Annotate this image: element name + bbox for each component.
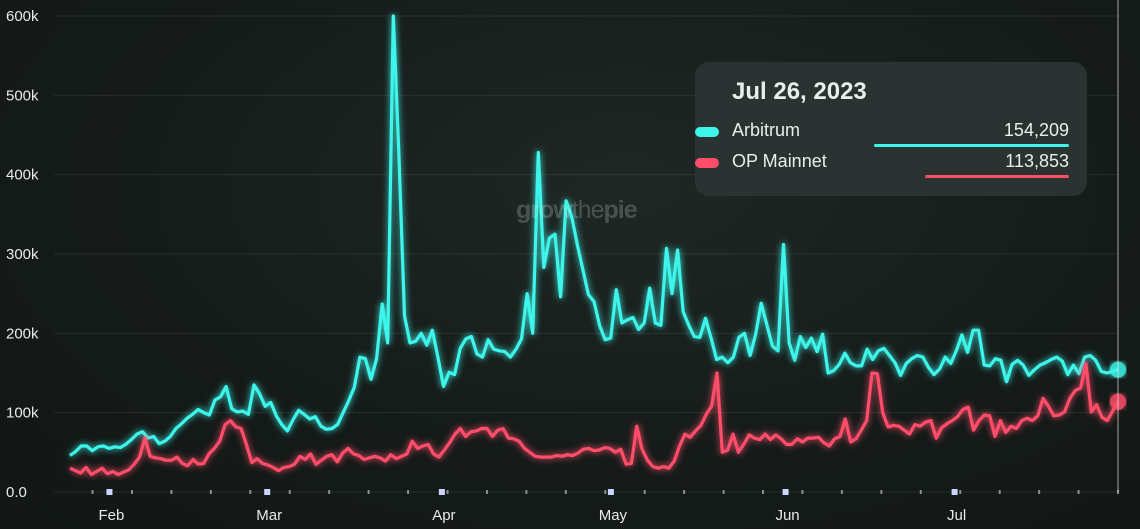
tooltip-series-value: 154,209: [1003, 120, 1069, 140]
series-lines: [69, 14, 1126, 477]
y-tick-label: 600k: [6, 8, 39, 25]
x-minor-tick: [170, 490, 173, 494]
x-minor-tick: [288, 490, 291, 494]
x-minor-tick: [1117, 490, 1119, 494]
x-major-tick: [264, 489, 271, 495]
x-minor-tick: [840, 490, 843, 494]
x-tick-label: Mar: [256, 507, 282, 524]
x-tick-label: Apr: [432, 507, 455, 524]
tooltip: Jul 26, 2023 Arbitrum 154,209 OP Mainnet…: [695, 62, 1087, 196]
tooltip-series-name: Arbitrum: [732, 120, 801, 140]
x-minor-tick: [722, 490, 725, 494]
tooltip-date: Jul 26, 2023: [732, 78, 867, 105]
x-minor-tick: [643, 490, 646, 494]
x-minor-tick: [762, 490, 765, 494]
x-minor-tick: [367, 490, 370, 494]
x-axis: Feb Mar Apr May Jun Jul: [91, 489, 1119, 524]
series-line: [69, 361, 1120, 477]
x-tick-label: Jul: [947, 507, 966, 524]
tooltip-series-value: 113,853: [1005, 151, 1069, 171]
x-minor-tick: [998, 490, 1001, 494]
x-minor-tick: [801, 490, 804, 494]
series-line: [69, 14, 1119, 457]
y-tick-label: 0.0: [6, 484, 27, 501]
legend-swatch: [695, 158, 719, 168]
x-minor-tick: [407, 490, 410, 494]
x-minor-tick: [446, 490, 449, 494]
x-minor-tick: [959, 490, 962, 494]
x-minor-tick: [328, 490, 331, 494]
x-minor-tick: [130, 490, 133, 494]
x-tick-label: Feb: [99, 507, 125, 524]
legend-swatch: [695, 127, 719, 137]
x-tick-label: May: [599, 507, 628, 524]
x-minor-tick: [604, 490, 607, 494]
tooltip-row-op-mainnet: OP Mainnet 113,853: [695, 149, 1087, 178]
tooltip-row-arbitrum: Arbitrum 154,209: [695, 118, 1087, 147]
tooltip-value-bar: [925, 175, 1069, 178]
tooltip-series-name: OP Mainnet: [732, 151, 827, 171]
x-minor-tick: [525, 490, 528, 494]
y-tick-label: 200k: [6, 325, 39, 342]
series-end-marker: [1110, 361, 1126, 378]
x-minor-tick: [485, 490, 488, 494]
x-minor-tick: [249, 490, 252, 494]
x-major-tick: [106, 489, 113, 495]
x-minor-tick: [880, 490, 883, 494]
x-minor-tick: [91, 490, 94, 494]
x-tick-label: Jun: [775, 507, 799, 524]
series-end-marker: [1110, 393, 1126, 410]
x-minor-tick: [919, 490, 922, 494]
y-axis: 0.0 100k 200k 300k 400k 500k 600k: [6, 8, 39, 501]
y-tick-label: 100k: [6, 405, 39, 422]
x-minor-tick: [564, 490, 567, 494]
x-minor-tick: [209, 490, 212, 494]
x-major-tick: [782, 489, 789, 495]
watermark-logo: growthepie: [516, 196, 638, 224]
x-major-tick: [951, 489, 958, 495]
x-major-tick: [438, 489, 445, 495]
y-tick-label: 300k: [6, 246, 39, 263]
x-minor-tick: [1038, 490, 1041, 494]
x-major-tick: [607, 489, 614, 495]
x-minor-tick: [1077, 490, 1080, 494]
y-tick-label: 500k: [6, 87, 39, 104]
x-minor-tick: [683, 490, 686, 494]
tooltip-value-bar: [874, 144, 1069, 147]
y-tick-label: 400k: [6, 167, 39, 184]
grid: [54, 15, 1118, 493]
